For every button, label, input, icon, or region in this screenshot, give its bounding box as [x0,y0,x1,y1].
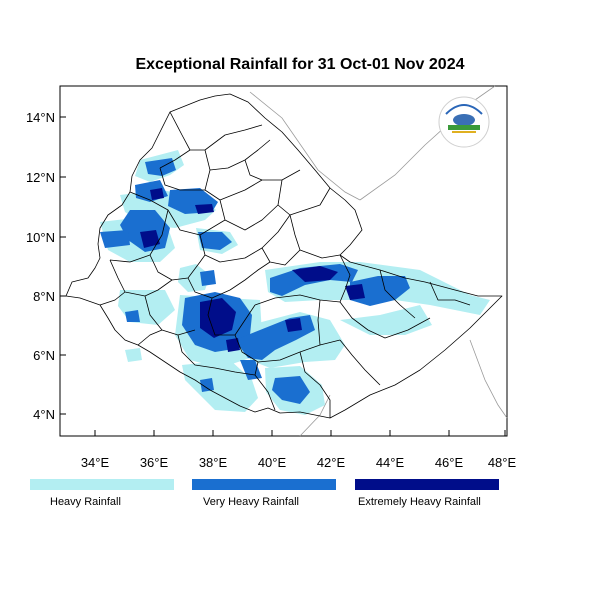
admin-boundaries [65,93,503,419]
map-title: Exceptional Rainfall for 31 Oct-01 Nov 2… [135,56,465,73]
legend-label-heavy: Heavy Rainfall [50,496,121,508]
plot-frame [59,85,508,437]
legend-label-extreme: Extremely Heavy Rainfall [358,496,481,508]
legend-swatch-heavy [30,479,174,490]
x-tick-label: 40°E [258,455,287,470]
extreme-rainfall-areas [140,188,365,352]
y-tick-label: 8°N [33,289,55,304]
very-heavy-rainfall-areas [100,158,410,404]
y-tick-label: 12°N [26,170,55,185]
x-tick-label: 44°E [376,455,405,470]
meteorology-institute-logo [438,96,490,148]
y-tick-label: 4°N [33,407,55,422]
y-axis: 14°N 12°N 10°N 8°N 6°N 4°N [26,110,66,422]
x-tick-label: 48°E [488,455,517,470]
x-tick-label: 34°E [81,455,110,470]
legend-label-very-heavy: Very Heavy Rainfall [203,496,299,508]
x-axis: 34°E 36°E 38°E 40°E 42°E 44°E 46°E 48°E [81,430,517,470]
y-tick-label: 14°N [26,110,55,125]
x-tick-label: 42°E [317,455,346,470]
y-tick-label: 10°N [26,230,55,245]
legend-swatch-extreme [355,479,499,490]
neighbor-boundaries [249,85,508,437]
x-tick-label: 36°E [140,455,169,470]
y-tick-label: 6°N [33,348,55,363]
x-tick-label: 38°E [199,455,228,470]
x-tick-label: 46°E [435,455,464,470]
legend-swatch-very-heavy [192,479,336,490]
